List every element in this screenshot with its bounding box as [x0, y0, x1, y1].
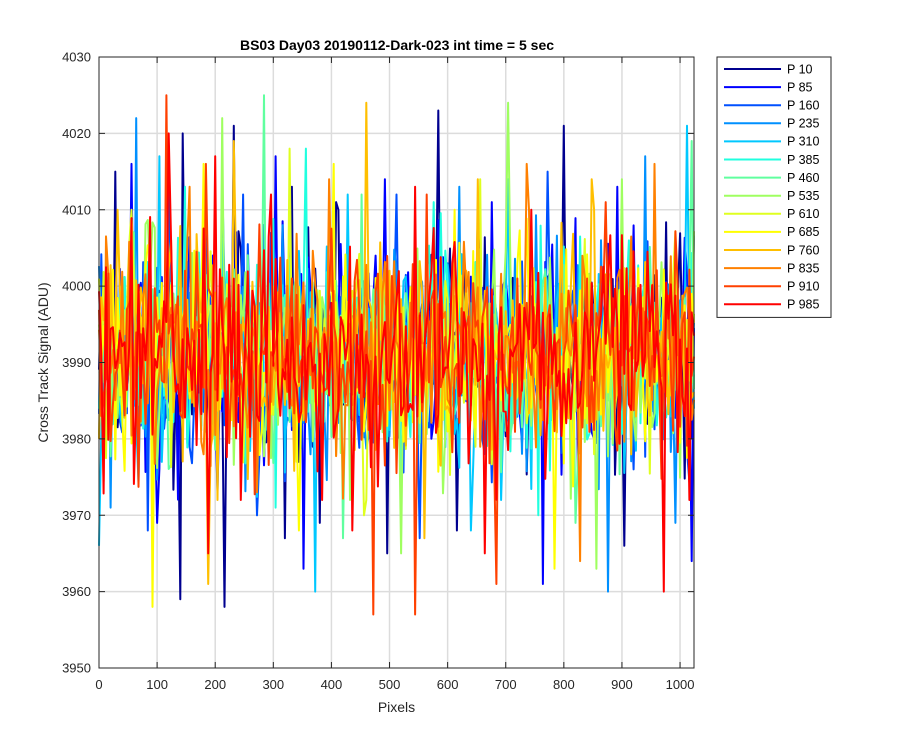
y-tick-label: 4030 — [62, 50, 91, 65]
x-tick-label: 100 — [146, 677, 168, 692]
x-tick-label: 0 — [95, 677, 102, 692]
legend-label: P 85 — [787, 80, 813, 94]
legend-label: P 10 — [787, 62, 813, 76]
legend-label: P 760 — [787, 243, 819, 257]
legend-label: P 310 — [787, 135, 819, 149]
series-line-p910 — [98, 94, 695, 616]
y-axis-label: Cross Track Signal (ADU) — [35, 282, 51, 442]
legend-label: P 910 — [787, 280, 819, 294]
y-tick-label: 3960 — [62, 584, 91, 599]
legend-label: P 385 — [787, 153, 819, 167]
chart-title: BS03 Day03 20190112-Dark-023 int time = … — [240, 37, 554, 53]
x-tick-label: 1000 — [666, 677, 695, 692]
x-tick-label: 500 — [379, 677, 401, 692]
legend: P 10 P 85 P 160 P 235 P 310 P 385 P 460 P 535 P … — [716, 56, 832, 318]
legend-label: P 685 — [787, 225, 819, 239]
legend-box — [716, 56, 832, 318]
x-tick-label: 600 — [437, 677, 459, 692]
y-tick-label: 4010 — [62, 202, 91, 217]
series-line-p985 — [98, 132, 695, 593]
x-tick-label: 400 — [321, 677, 343, 692]
legend-label: P 835 — [787, 261, 819, 275]
y-tick-label: 3990 — [62, 355, 91, 370]
y-tick-label: 4020 — [62, 126, 91, 141]
legend-label: P 610 — [787, 207, 819, 221]
legend-label: P 160 — [787, 99, 819, 113]
x-tick-label: 800 — [553, 677, 575, 692]
legend-label: P 985 — [787, 298, 819, 312]
y-tick-label: 3980 — [62, 431, 91, 446]
axis-ticks: 0 100 200 300 400 500 600 700 800 900 1000 3950 3960… — [62, 50, 694, 693]
y-tick-label: 3950 — [62, 661, 91, 676]
x-tick-label: 300 — [262, 677, 284, 692]
x-tick-label: 900 — [611, 677, 633, 692]
legend-label: P 535 — [787, 189, 819, 203]
data-series-lines — [98, 94, 695, 616]
x-tick-label: 200 — [204, 677, 226, 692]
legend-label: P 460 — [787, 171, 819, 185]
x-tick-label: 700 — [495, 677, 517, 692]
x-axis-label: Pixels — [378, 699, 415, 715]
y-tick-label: 4000 — [62, 279, 91, 294]
legend-label: P 235 — [787, 117, 819, 131]
y-tick-label: 3970 — [62, 508, 91, 523]
